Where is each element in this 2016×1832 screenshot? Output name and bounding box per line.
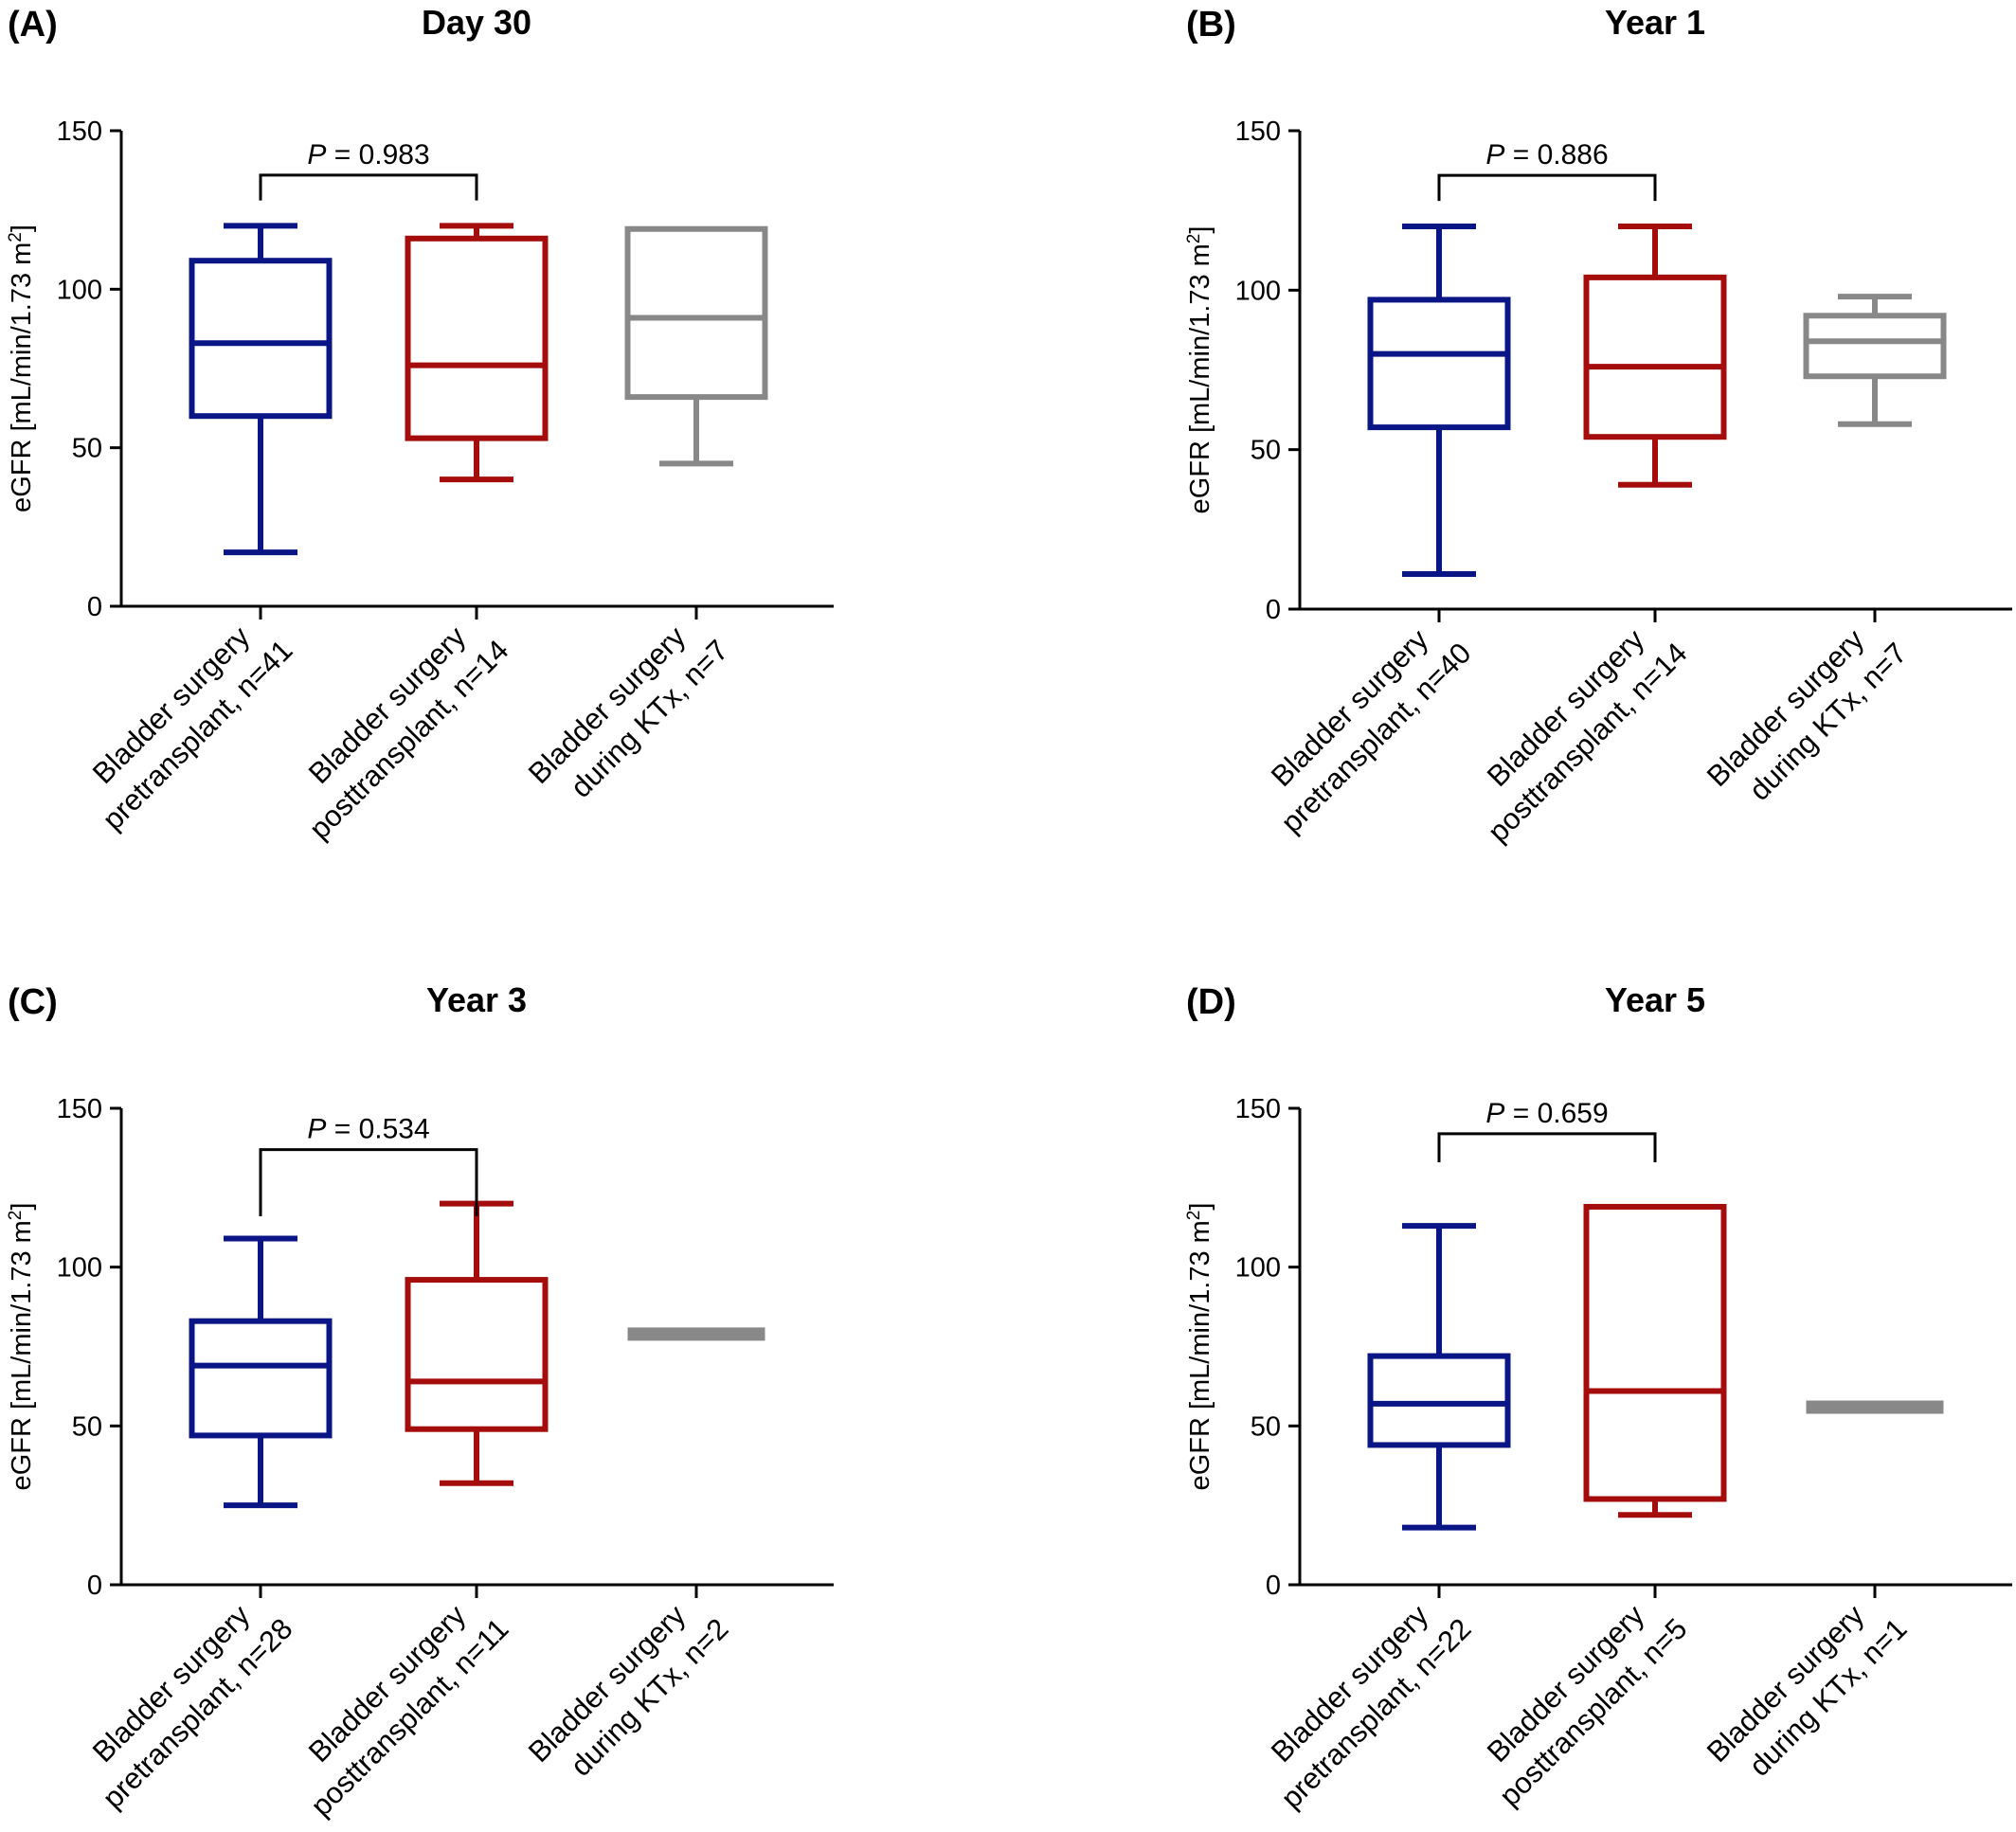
box-plot-during_ktx	[627, 1327, 765, 1341]
chart-title: Day 30	[422, 3, 531, 42]
p-value-label: P = 0.886	[1485, 139, 1608, 171]
chart-panel: (C) Year 3 0 50 100 150 eGFR [mL/min/1.73 m2] B…	[6, 980, 834, 1823]
y-tick-label: 100	[57, 1253, 102, 1284]
y-tick-label: 100	[1235, 1253, 1281, 1284]
significance-bracket	[259, 1148, 478, 1217]
iqr-box	[405, 235, 549, 441]
y-tick-label: 150	[57, 117, 102, 147]
iqr-box	[189, 1318, 333, 1439]
p-value-label: P = 0.659	[1485, 1098, 1608, 1129]
chart-panel: (B) Year 1 0 50 100 150 eGFR [mL/min/1.73 m2] B…	[1184, 3, 2012, 849]
y-tick-label: 50	[72, 1411, 102, 1442]
box-plot-during_ktx	[624, 225, 768, 467]
box-plot-posttransplant	[405, 1200, 549, 1486]
chart-title: Year 1	[1605, 3, 1705, 42]
iqr-box	[1803, 313, 1947, 380]
significance-bracket	[259, 173, 478, 201]
y-tick-label: 50	[72, 434, 102, 464]
y-axis-label: eGFR [mL/min/1.73 m2]	[6, 225, 38, 512]
chart-title: Year 5	[1605, 980, 1705, 1019]
y-axis-label: eGFR [mL/min/1.73 m2]	[1184, 1203, 1216, 1491]
iqr-box	[1583, 274, 1727, 440]
y-axis-label: eGFR [mL/min/1.73 m2]	[6, 1203, 38, 1491]
p-value-label: P = 0.534	[307, 1114, 429, 1145]
y-tick-label: 0	[1266, 595, 1281, 625]
chart-panel: (A) Day 30 0 50 100 150 eGFR [mL/min/1.73 m2] B…	[6, 3, 834, 846]
box-plot-pretransplant	[1367, 224, 1511, 577]
y-tick-label: 0	[87, 592, 102, 622]
iqr-box	[624, 225, 768, 401]
panel-label: (D)	[1186, 982, 1236, 1022]
y-tick-label: 150	[1235, 1094, 1281, 1124]
y-tick-label: 150	[57, 1094, 102, 1124]
box-plot-pretransplant	[1367, 1223, 1511, 1531]
median-bar	[1806, 1400, 1944, 1414]
panel-label: (C)	[8, 982, 58, 1022]
y-tick-label: 100	[57, 275, 102, 305]
y-tick-label: 100	[1235, 276, 1281, 306]
box-plot-posttransplant	[1583, 1203, 1727, 1518]
iqr-box	[1367, 296, 1511, 431]
p-value-label: P = 0.983	[307, 139, 429, 171]
y-tick-label: 150	[1235, 117, 1281, 147]
box-plot-pretransplant	[189, 223, 333, 556]
box-plot-during_ktx	[1803, 294, 1947, 427]
box-plot-posttransplant	[1583, 224, 1727, 488]
y-tick-label: 50	[1251, 436, 1281, 466]
iqr-box	[1583, 1203, 1727, 1502]
box-plot-posttransplant	[405, 223, 549, 483]
iqr-box	[1367, 1353, 1511, 1448]
y-axis-label: eGFR [mL/min/1.73 m2]	[1184, 226, 1216, 514]
iqr-box	[189, 258, 333, 420]
panel-label: (B)	[1186, 5, 1236, 45]
significance-bracket	[1437, 1132, 1657, 1163]
box-plot-pretransplant	[189, 1235, 333, 1509]
iqr-box	[405, 1277, 549, 1432]
chart-title: Year 3	[426, 980, 527, 1019]
median-bar	[627, 1327, 765, 1341]
panel-label: (A)	[8, 5, 58, 45]
y-tick-label: 0	[1266, 1571, 1281, 1601]
significance-bracket	[1437, 173, 1657, 202]
y-tick-label: 0	[87, 1571, 102, 1601]
chart-panel: (D) Year 5 0 50 100 150 eGFR [mL/min/1.73 m2] B…	[1184, 980, 2012, 1815]
box-plot-during_ktx	[1806, 1400, 1944, 1414]
y-tick-label: 50	[1251, 1411, 1281, 1442]
